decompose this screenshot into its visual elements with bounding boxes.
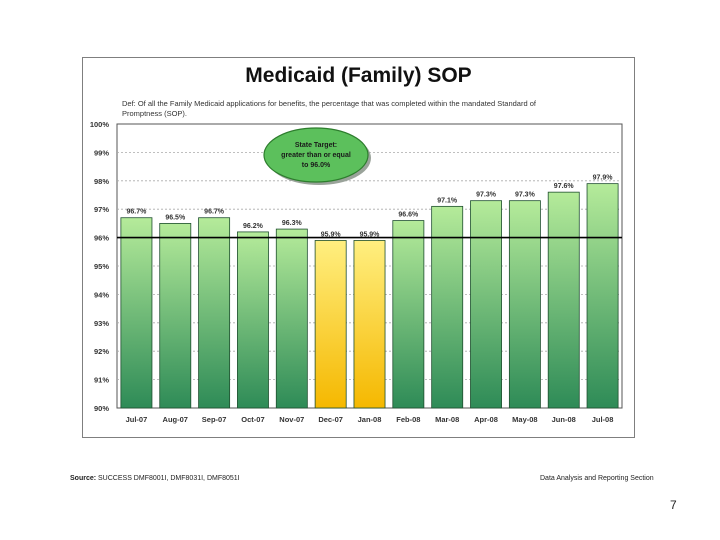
x-tick-label: Jul-08 xyxy=(592,415,614,424)
bar xyxy=(353,240,386,409)
y-tick-label: 90% xyxy=(94,404,109,413)
y-tick-label: 96% xyxy=(94,234,109,243)
data-label: 96.7% xyxy=(204,209,225,216)
data-label: 96.3% xyxy=(282,220,303,227)
bar xyxy=(547,191,580,409)
x-tick-label: Dec-07 xyxy=(318,415,343,424)
bar xyxy=(275,228,308,409)
bar xyxy=(237,231,269,409)
source-note: Source: SUCCESS DMF8001I, DMF8031I, DMF8… xyxy=(70,475,240,482)
y-tick-label: 99% xyxy=(94,148,109,157)
bar xyxy=(314,240,347,409)
target-callout-text: State Target: xyxy=(295,142,337,149)
data-label: 97.6% xyxy=(554,183,575,190)
y-tick-label: 98% xyxy=(94,177,109,186)
x-tick-label: May-08 xyxy=(512,415,537,424)
data-label: 97.3% xyxy=(476,192,497,199)
data-label: 97.3% xyxy=(515,192,536,199)
y-tick-label: 97% xyxy=(94,205,109,214)
bar xyxy=(431,205,464,409)
data-label: 97.1% xyxy=(437,197,458,204)
y-tick-label: 94% xyxy=(94,290,109,299)
data-labels: 96.7% 96.5% 96.7% 96.2% 96.3% 95.9% 95.9% 96.6%… xyxy=(126,175,613,239)
x-tick-label: Sep-07 xyxy=(202,415,227,424)
bar xyxy=(508,200,541,409)
x-tick-label: Mar-08 xyxy=(435,415,459,424)
x-tick-label: Nov-07 xyxy=(279,415,304,424)
y-tick-label: 93% xyxy=(94,319,109,328)
bar xyxy=(120,217,153,409)
bars xyxy=(120,183,619,409)
x-tick-label: Jan-08 xyxy=(358,415,382,424)
target-callout xyxy=(263,127,369,183)
target-callout-text: greater than or equal xyxy=(281,152,351,159)
bar xyxy=(470,200,502,409)
x-tick-label: Jun-08 xyxy=(552,415,576,424)
data-label: 96.6% xyxy=(398,212,419,219)
y-tick-label: 100% xyxy=(90,120,110,129)
data-label: 96.7% xyxy=(126,209,147,216)
data-label: 95.9% xyxy=(360,231,381,238)
target-callout-text: to 96.0% xyxy=(302,162,331,169)
y-tick-label: 91% xyxy=(94,376,109,385)
data-label: 97.9% xyxy=(593,175,614,182)
chart-title: Medicaid (Family) SOP xyxy=(245,64,472,87)
data-label: 96.2% xyxy=(243,223,264,230)
page-number: 7 xyxy=(670,498,677,512)
y-tick-label: 95% xyxy=(94,262,109,271)
y-tick-label: 92% xyxy=(94,347,109,356)
y-axis: 90% 91% 92% 93% 94% 95% 96% 97% 98% 99% 100% xyxy=(90,120,110,413)
x-tick-label: Feb-08 xyxy=(396,415,420,424)
section-label: Data Analysis and Reporting Section xyxy=(540,475,654,482)
data-label: 96.5% xyxy=(165,214,186,221)
bar xyxy=(198,217,231,409)
x-tick-label: Oct-07 xyxy=(241,415,264,424)
x-tick-label: Jul-07 xyxy=(126,415,148,424)
target: State Target: greater than or equal to 96.… xyxy=(117,127,622,239)
x-tick-label: Apr-08 xyxy=(474,415,498,424)
bar xyxy=(159,222,192,409)
bar xyxy=(392,220,425,409)
source-text: SUCCESS DMF8001I, DMF8031I, DMF8051I xyxy=(98,475,240,482)
x-axis: Jul-07 Aug-07 Sep-07 Oct-07 Nov-07 Dec-07 Jan-… xyxy=(126,415,614,424)
source-label: Source: xyxy=(70,475,97,482)
bar xyxy=(586,183,619,409)
x-tick-label: Aug-07 xyxy=(163,415,188,424)
chart-definition: Def: Of all the Family Medicaid applicat… xyxy=(122,99,536,118)
data-label: 95.9% xyxy=(321,231,342,238)
